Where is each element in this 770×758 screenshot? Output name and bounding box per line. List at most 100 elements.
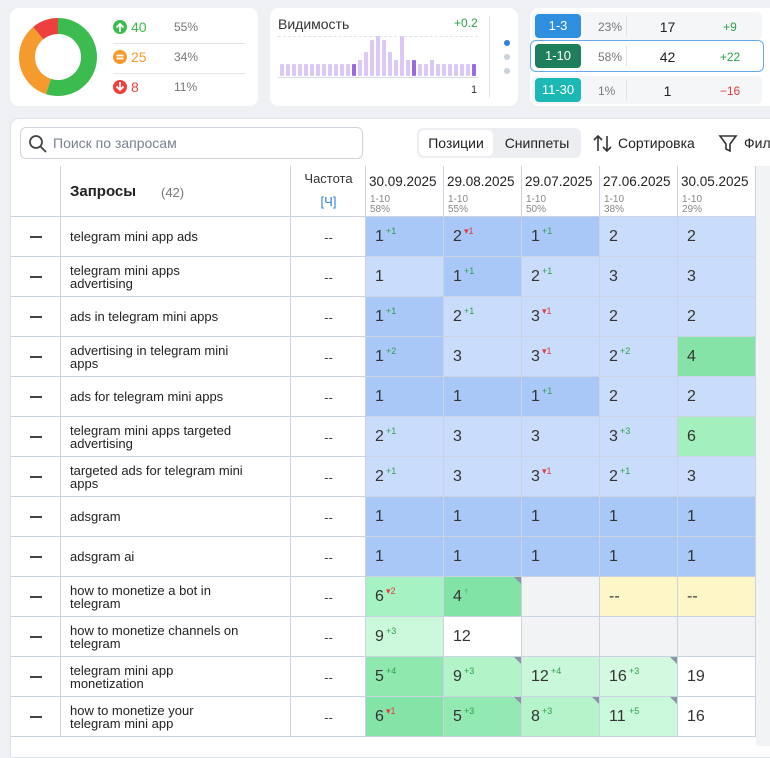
- separator: [113, 73, 245, 74]
- footer: 1: [471, 84, 478, 96]
- position-cell: 6 ▾2: [366, 577, 444, 617]
- search-box[interactable]: Поиск по запросам: [20, 127, 363, 159]
- position: 4: [453, 588, 462, 605]
- position-delta: +3: [386, 626, 397, 636]
- position-delta: ▾2: [386, 586, 396, 596]
- corner-flag: [514, 697, 521, 704]
- position-delta: +4: [551, 666, 562, 676]
- date-range: 1-10: [448, 194, 469, 205]
- dash-icon[interactable]: [30, 716, 42, 718]
- position-cell: 1: [366, 497, 444, 537]
- position-cell: 1: [522, 537, 600, 577]
- dash-icon[interactable]: [30, 636, 42, 638]
- position-cell: 11 +5: [600, 697, 678, 737]
- freq-unit[interactable]: [Ч]: [320, 194, 337, 209]
- range-tag[interactable]: 11-30: [535, 78, 581, 102]
- date[interactable]: 30.05.2025: [681, 174, 749, 189]
- filter-button[interactable]: Фильтры: [744, 135, 770, 151]
- sort-button[interactable]: Сортировка: [618, 135, 695, 151]
- row-handle: [11, 377, 61, 417]
- count: 25: [131, 49, 147, 65]
- position-cell: 6: [678, 417, 756, 457]
- position: 6: [687, 428, 696, 445]
- range-tag[interactable]: 1-3: [535, 14, 581, 38]
- bar: [370, 40, 374, 76]
- position: 3: [531, 468, 540, 485]
- freq: --: [324, 390, 333, 405]
- date-header: [366, 166, 444, 217]
- dash-icon[interactable]: [30, 476, 42, 478]
- position-cell: --: [678, 577, 756, 617]
- position-delta: +2: [386, 346, 397, 356]
- query-cell: how to monetize your telegram mini app: [61, 697, 291, 737]
- dash-icon[interactable]: [30, 356, 42, 358]
- position-cell: 4 ↑: [444, 577, 522, 617]
- dash-icon[interactable]: [30, 276, 42, 278]
- query: how to monetize your telegram mini app: [70, 702, 194, 731]
- bar: [430, 60, 434, 76]
- bar: [364, 52, 368, 76]
- tab[interactable]: Позиции: [419, 130, 493, 156]
- corner-flag: [514, 657, 521, 664]
- position: 3: [531, 308, 540, 325]
- position-cell: 9 +3: [366, 617, 444, 657]
- share: 34%: [174, 50, 199, 64]
- position: 2: [453, 228, 462, 245]
- position-cell: 2 +1: [366, 457, 444, 497]
- date[interactable]: 30.09.2025: [369, 174, 437, 189]
- date[interactable]: 29.07.2025: [525, 174, 593, 189]
- bar: [460, 64, 464, 76]
- freq: --: [324, 470, 333, 485]
- dash-icon[interactable]: [30, 516, 42, 518]
- corner-flag: [514, 577, 521, 584]
- query: adsgram: [70, 509, 121, 524]
- change: +9: [723, 20, 737, 34]
- position-cell: 19: [678, 657, 756, 697]
- tab[interactable]: Сниппеты: [504, 135, 570, 151]
- date[interactable]: 27.06.2025: [603, 174, 671, 189]
- dash-icon[interactable]: [30, 436, 42, 438]
- position: 12: [531, 668, 549, 685]
- position-cell: [678, 617, 756, 657]
- dash-icon[interactable]: [30, 556, 42, 558]
- position-cell: 2: [678, 217, 756, 257]
- sort-icon: [593, 134, 612, 153]
- position: 1: [375, 388, 384, 405]
- header-cell: [291, 166, 366, 217]
- position-delta: +1: [464, 266, 475, 276]
- change: +0.2: [454, 16, 478, 30]
- position-cell: 3 ▾1: [522, 297, 600, 337]
- position: 6: [375, 588, 384, 605]
- position-delta: +5: [629, 706, 640, 716]
- position-cell: 3: [444, 457, 522, 497]
- query: how to monetize channels on telegram: [70, 622, 239, 651]
- position-cell: 1: [678, 497, 756, 537]
- range-tag[interactable]: 1-10: [535, 44, 581, 68]
- page-dot[interactable]: [504, 54, 510, 60]
- position-cell: 2 +1: [522, 257, 600, 297]
- position-cell: 2: [600, 377, 678, 417]
- header-cell: [11, 166, 61, 217]
- dash-icon[interactable]: [30, 396, 42, 398]
- query-cell: advertising in telegram mini apps: [61, 337, 291, 377]
- position-delta: +1: [542, 266, 553, 276]
- query: telegram mini apps advertising: [70, 262, 180, 291]
- dash-icon[interactable]: [30, 236, 42, 238]
- position: --: [687, 588, 698, 605]
- dash-icon[interactable]: [30, 676, 42, 678]
- query-cell: how to monetize a bot in telegram: [61, 577, 291, 617]
- dash-icon[interactable]: [30, 596, 42, 598]
- position-delta: ▾1: [542, 466, 552, 476]
- position-cell: 1: [522, 497, 600, 537]
- count: 1: [663, 83, 672, 99]
- page-dot[interactable]: [504, 40, 510, 46]
- position-cell: 12: [444, 617, 522, 657]
- dash-icon[interactable]: [30, 316, 42, 318]
- page-dot[interactable]: [504, 68, 510, 74]
- position: 2: [687, 228, 696, 245]
- date[interactable]: 29.08.2025: [447, 174, 515, 189]
- bar: [418, 64, 422, 76]
- position-cell: 2: [678, 377, 756, 417]
- position-cell: 3 ▾1: [522, 337, 600, 377]
- position: 3: [453, 428, 462, 445]
